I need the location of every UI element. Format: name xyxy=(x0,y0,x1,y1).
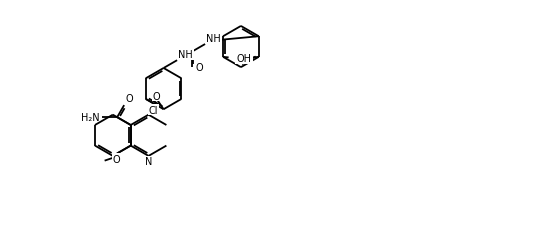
Text: NH: NH xyxy=(206,34,221,44)
Text: Cl: Cl xyxy=(149,105,158,115)
Text: O: O xyxy=(113,154,120,164)
Text: OH: OH xyxy=(237,54,252,64)
Text: Cl: Cl xyxy=(235,54,245,64)
Text: N: N xyxy=(145,157,152,167)
Text: O: O xyxy=(195,63,203,73)
Text: O: O xyxy=(153,91,160,101)
Text: H₂N: H₂N xyxy=(81,113,99,123)
Text: O: O xyxy=(125,94,133,104)
Text: NH: NH xyxy=(178,50,193,60)
